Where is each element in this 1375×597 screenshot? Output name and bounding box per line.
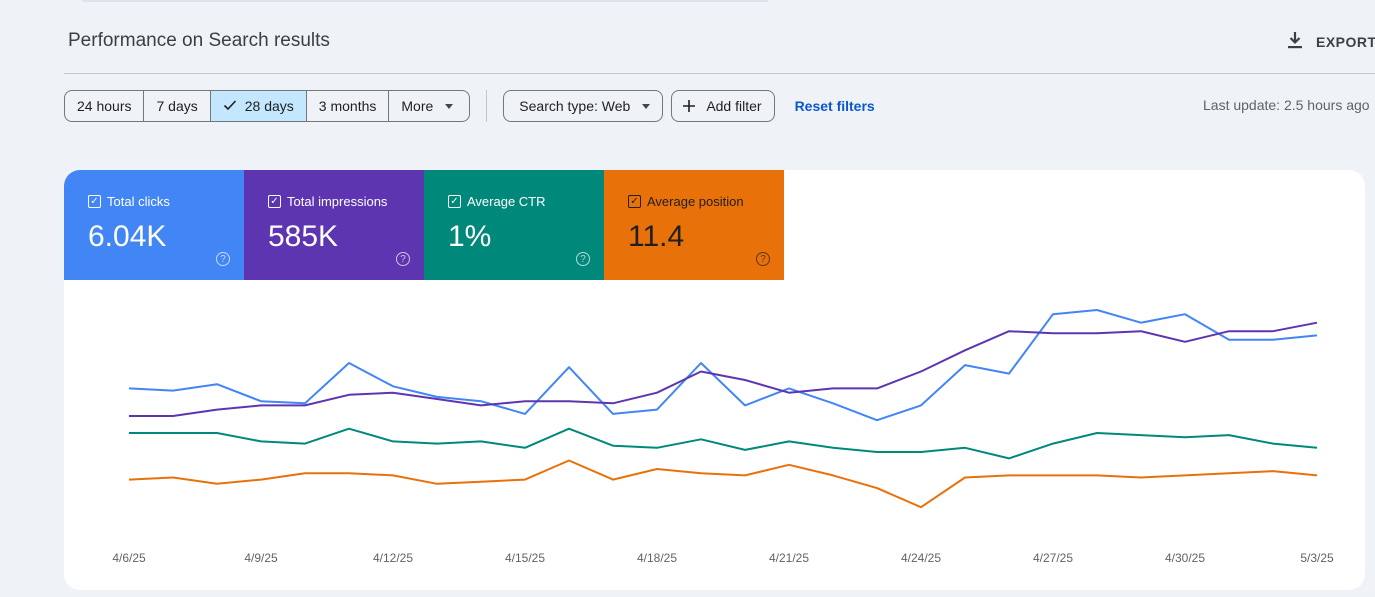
series-line-average-ctr (129, 427, 1318, 460)
x-tick-label: 4/27/25 (1033, 551, 1073, 565)
range-label: 7 days (156, 98, 198, 114)
chevron-down-icon (642, 103, 651, 109)
metric-average-position[interactable]: ✓ Average position 11.4 ? (604, 170, 784, 280)
x-tick-label: 4/6/25 (112, 551, 146, 565)
metric-value: 1% (448, 220, 492, 253)
x-tick-label: 4/18/25 (637, 551, 677, 565)
metric-value: 11.4 (628, 220, 685, 253)
metric-label: Total impressions (287, 194, 388, 209)
top-strip (82, 0, 768, 2)
metric-label: Average CTR (467, 194, 546, 209)
range-3-months[interactable]: 3 months (307, 91, 390, 121)
range-label: 3 months (318, 98, 377, 114)
download-icon (1286, 30, 1304, 53)
metric-total-impressions[interactable]: ✓ Total impressions 585K ? (244, 170, 424, 280)
add-filter-label: Add filter (706, 98, 762, 114)
checkbox-checked-icon[interactable]: ✓ (88, 195, 101, 208)
range-7-days[interactable]: 7 days (144, 91, 211, 121)
header-divider (64, 73, 1375, 74)
range-label: More (401, 98, 434, 114)
last-update-text: Last update: 2.5 hours ago (1203, 97, 1370, 113)
page-title: Performance on Search results (68, 30, 330, 51)
x-tick-label: 4/24/25 (901, 551, 941, 565)
metric-label: Average position (647, 194, 744, 209)
date-range-selector: 24 hours 7 days 28 days 3 months More (64, 90, 471, 122)
x-tick-label: 4/15/25 (505, 551, 545, 565)
checkbox-checked-icon[interactable]: ✓ (448, 195, 461, 208)
x-tick-label: 4/9/25 (244, 551, 278, 565)
reset-filters-link[interactable]: Reset filters (794, 98, 875, 114)
x-tick-label: 4/21/25 (769, 551, 809, 565)
range-more-dropdown[interactable]: More (389, 91, 469, 121)
search-type-dropdown[interactable]: Search type: Web (503, 90, 664, 122)
check-icon (223, 98, 237, 114)
metric-average-ctr[interactable]: ✓ Average CTR 1% ? (424, 170, 604, 280)
help-circle-icon[interactable]: ? (216, 252, 230, 266)
series-line-average-position (128, 459, 1318, 509)
add-filter-button[interactable]: Add filter (671, 90, 775, 122)
metric-value: 6.04K (88, 220, 167, 253)
range-label: 24 hours (77, 98, 132, 114)
x-tick-label: 4/30/25 (1165, 551, 1205, 565)
checkbox-checked-icon[interactable]: ✓ (628, 195, 641, 208)
help-circle-icon[interactable]: ? (576, 252, 590, 266)
filter-separator (486, 90, 488, 122)
export-button[interactable]: EXPORT (1286, 30, 1375, 53)
checkbox-checked-icon[interactable]: ✓ (268, 195, 281, 208)
search-type-label: Search type: Web (519, 98, 631, 114)
metric-tabs: ✓ Total clicks 6.04K ? ✓ Total impressions… (64, 170, 1365, 280)
chevron-down-icon (445, 103, 454, 109)
metric-value: 585K (268, 220, 339, 253)
help-circle-icon[interactable]: ? (756, 252, 770, 266)
plus-icon (682, 99, 696, 113)
help-circle-icon[interactable]: ? (396, 252, 410, 266)
range-28-days[interactable]: 28 days (210, 91, 307, 121)
export-label: EXPORT (1316, 33, 1375, 50)
range-label: 28 days (244, 98, 294, 114)
series-line-total-impressions (129, 321, 1318, 417)
metric-total-clicks[interactable]: ✓ Total clicks 6.04K ? (64, 170, 244, 280)
x-tick-label: 5/3/25 (1300, 551, 1334, 565)
performance-chart: 4/6/25 4/9/25 4/12/25 4/15/25 4/18/25 4/21/25… (112, 309, 1334, 565)
series-line-total-clicks (128, 309, 1318, 422)
x-tick-label: 4/12/25 (373, 551, 413, 565)
metric-label: Total clicks (107, 194, 170, 209)
performance-card: ✓ Total clicks 6.04K ? ✓ Total impressions… (64, 170, 1365, 590)
range-24-hours[interactable]: 24 hours (65, 91, 145, 121)
filter-bar: 24 hours 7 days 28 days 3 months More Se… (64, 90, 875, 122)
